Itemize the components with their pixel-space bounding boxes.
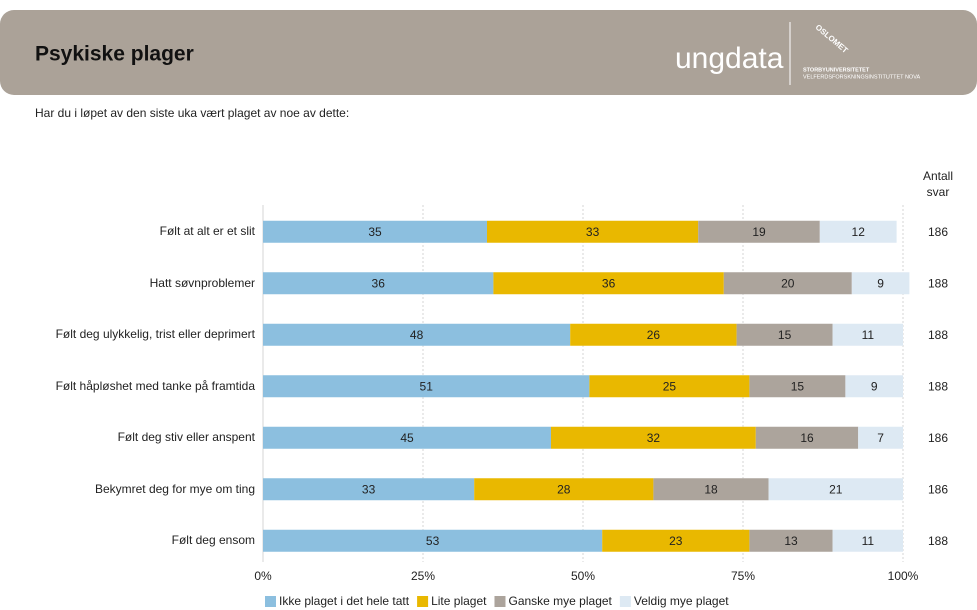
header-title: Psykiske plager xyxy=(35,43,194,66)
value-label: 51 xyxy=(420,379,434,393)
bar-segment xyxy=(263,529,603,552)
value-label: 7 xyxy=(877,431,884,445)
bar-segment xyxy=(551,426,756,449)
bar-segment xyxy=(736,323,833,346)
subtitle: Har du i løpet av den siste uka vært pla… xyxy=(35,106,349,120)
category-label: Bekymret deg for mye om ting xyxy=(94,481,255,496)
bar-segment xyxy=(263,323,571,346)
legend-label: Veldig mye plaget xyxy=(634,594,729,608)
x-tick-label: 50% xyxy=(571,569,595,583)
bar-segment xyxy=(589,375,750,398)
bar-segment xyxy=(487,220,699,243)
total-value: 186 xyxy=(928,225,948,239)
value-label: 11 xyxy=(862,534,875,548)
value-label: 48 xyxy=(410,328,424,342)
value-label: 33 xyxy=(362,482,376,496)
value-label: 20 xyxy=(781,276,795,290)
bar-segment xyxy=(698,220,820,243)
bar-segment xyxy=(493,272,724,295)
bar-segment xyxy=(832,323,903,346)
legend-swatch xyxy=(417,596,429,607)
value-label: 53 xyxy=(426,534,440,548)
total-value: 188 xyxy=(928,379,948,393)
value-label: 36 xyxy=(602,276,616,290)
bar-segment xyxy=(851,272,910,295)
x-tick-label: 0% xyxy=(254,569,272,583)
bar-segment xyxy=(749,529,833,552)
bar-segment xyxy=(263,478,475,501)
totals-label: Antall svar xyxy=(922,169,954,199)
bar-segment xyxy=(755,426,859,449)
category-label: Følt håpløshet med tanke på framtida xyxy=(55,378,255,393)
value-label: 18 xyxy=(704,482,718,496)
legend-label: Ikke plaget i det hele tatt xyxy=(279,594,410,608)
value-label: 21 xyxy=(829,482,843,496)
bar-segment xyxy=(602,529,750,552)
legend-swatch xyxy=(619,596,631,607)
institution-name: STORBYUNIVERSITETET xyxy=(803,67,870,73)
bar-segment xyxy=(263,375,590,398)
bar-segment xyxy=(263,220,487,243)
value-label: 26 xyxy=(647,328,661,342)
total-value: 188 xyxy=(928,276,948,290)
bar-segment xyxy=(858,426,903,449)
category-label: Følt deg ensom xyxy=(171,533,255,548)
total-value: 188 xyxy=(928,534,948,548)
total-value: 186 xyxy=(928,431,948,445)
x-tick-label: 25% xyxy=(411,569,435,583)
bar-segment xyxy=(263,426,551,449)
institution-sub: VELFERDSFORSKNINGSINSTITUTTET NOVA xyxy=(803,74,920,80)
value-label: 23 xyxy=(669,534,683,548)
bar-segment xyxy=(570,323,737,346)
value-label: 16 xyxy=(800,431,814,445)
value-label: 28 xyxy=(557,482,571,496)
value-label: 9 xyxy=(871,379,878,393)
total-value: 188 xyxy=(928,328,948,342)
bar-segment xyxy=(263,272,494,295)
value-label: 45 xyxy=(400,431,414,445)
value-label: 13 xyxy=(784,534,798,548)
bar-segment xyxy=(653,478,769,501)
legend-swatch xyxy=(494,596,506,607)
value-label: 19 xyxy=(752,225,766,239)
legend-label: Ganske mye plaget xyxy=(508,594,612,608)
bar-segment xyxy=(832,529,903,552)
category-label: Følt deg stiv eller anspent xyxy=(117,430,255,445)
value-label: 36 xyxy=(372,276,386,290)
value-label: 15 xyxy=(778,328,792,342)
bar-segment xyxy=(474,478,654,501)
bar-segment xyxy=(768,478,903,501)
category-label: Hatt søvnproblemer xyxy=(149,275,255,290)
value-label: 25 xyxy=(663,379,677,393)
legend-swatch xyxy=(265,596,276,607)
x-tick-label: 100% xyxy=(888,569,919,583)
category-label: Følt deg ulykkelig, trist eller deprimer… xyxy=(55,327,255,342)
value-label: 33 xyxy=(586,225,600,239)
value-label: 32 xyxy=(647,431,661,445)
bar-segment xyxy=(819,220,897,243)
header-band xyxy=(0,10,977,95)
value-label: 9 xyxy=(877,276,884,290)
value-label: 12 xyxy=(852,225,866,239)
category-label: Følt at alt er et slit xyxy=(159,224,255,239)
x-tick-label: 75% xyxy=(731,569,755,583)
value-label: 15 xyxy=(791,379,805,393)
bar-segment xyxy=(845,375,903,398)
bar-segment xyxy=(723,272,852,295)
legend-label: Lite plaget xyxy=(431,594,487,608)
value-label: 35 xyxy=(368,225,382,239)
logo: ungdata xyxy=(675,42,784,75)
total-value: 186 xyxy=(928,482,948,496)
bar-segment xyxy=(749,375,846,398)
value-label: 11 xyxy=(862,328,875,342)
